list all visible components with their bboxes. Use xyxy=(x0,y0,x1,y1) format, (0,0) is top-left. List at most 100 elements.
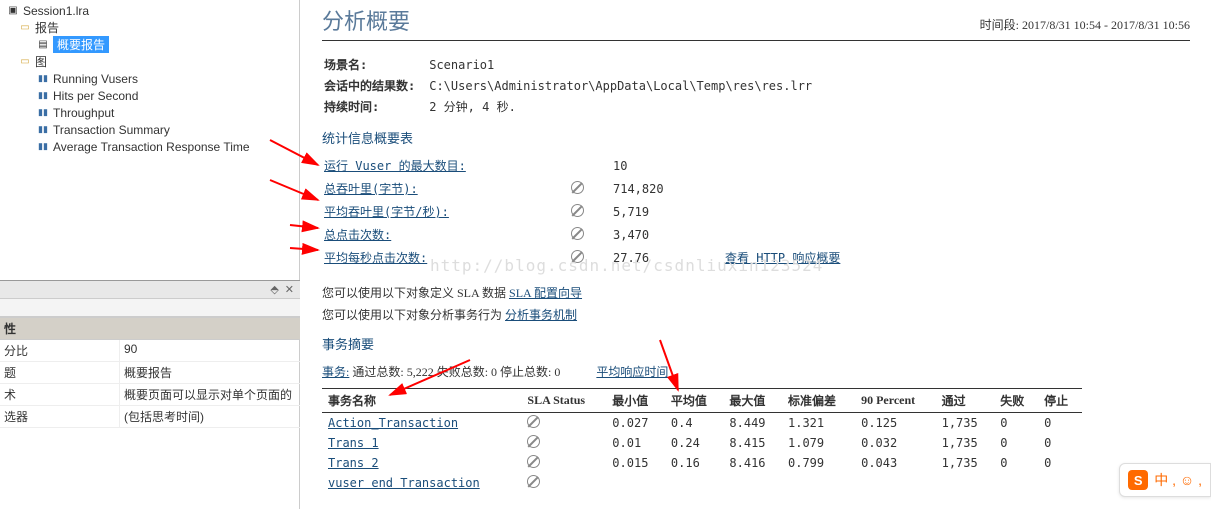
trans-link[interactable]: 事务: xyxy=(322,365,349,379)
tree-item-label: Transaction Summary xyxy=(53,123,170,137)
ime-text: 中 , ☺ , xyxy=(1154,470,1202,490)
tree-view: ▣ Session1.lra ▭ 报告 ▤ 概要报告 ▭ 图 ▮▮Running… xyxy=(0,0,299,155)
period-label: 时间段: xyxy=(980,18,1019,32)
sla-text: 您可以使用以下对象定义 SLA 数据 xyxy=(322,286,506,300)
disabled-icon xyxy=(527,435,540,448)
tree-session[interactable]: ▣ Session1.lra xyxy=(6,2,299,19)
disabled-icon xyxy=(527,475,540,488)
disabled-icon xyxy=(571,181,584,194)
th: SLA Status xyxy=(521,389,606,413)
th: 事务名称 xyxy=(322,389,521,413)
trans-name-link[interactable]: Trans 1 xyxy=(328,436,379,450)
prop-category: 性 xyxy=(0,318,300,340)
sla-section: 您可以使用以下对象定义 SLA 数据 SLA 配置向导 您可以使用以下对象分析事… xyxy=(322,282,1190,326)
left-panel: ▣ Session1.lra ▭ 报告 ▤ 概要报告 ▭ 图 ▮▮Running… xyxy=(0,0,300,509)
trans-name-link[interactable]: Action_Transaction xyxy=(328,416,458,430)
period-value: 2017/8/31 10:54 - 2017/8/31 10:56 xyxy=(1022,18,1190,32)
stat-value: 10 xyxy=(613,155,723,176)
stat-link[interactable]: 平均每秒点击次数: xyxy=(324,251,427,265)
prop-row[interactable]: 题概要报告 xyxy=(0,362,300,384)
tree-graphs[interactable]: ▭ 图 xyxy=(6,53,299,70)
trans-title: 事务摘要 xyxy=(322,334,1190,353)
prop-key: 选器 xyxy=(0,406,120,427)
prop-row[interactable]: 术概要页面可以显示对单个页面的 xyxy=(0,384,300,406)
tree-item[interactable]: ▮▮Transaction Summary xyxy=(6,121,299,138)
prop-row[interactable]: 选器(包括思考时间) xyxy=(0,406,300,428)
stats-title: 统计信息概要表 xyxy=(322,128,1190,147)
table-row: Action_Transaction 0.0270.48.4491.3210.1… xyxy=(322,413,1082,434)
transaction-table: 事务名称 SLA Status 最小值 平均值 最大值 标准偏差 90 Perc… xyxy=(322,388,1082,493)
meta-key: 会话中的结果数: xyxy=(324,76,427,95)
properties-grid: 性 分比90 题概要报告 术概要页面可以显示对单个页面的 选器(包括思考时间) xyxy=(0,317,300,428)
folder-icon: ▭ xyxy=(18,55,32,69)
prop-row[interactable]: 分比90 xyxy=(0,340,300,362)
meta-table: 场景名:Scenario1 会话中的结果数:C:\Users\Administr… xyxy=(322,53,814,118)
tree-item[interactable]: ▮▮Hits per Second xyxy=(6,87,299,104)
tree-item-label: Running Vusers xyxy=(53,72,138,86)
stop-label: 停止总数: xyxy=(500,365,551,379)
chart-icon: ▮▮ xyxy=(36,106,50,120)
stat-link[interactable]: 运行 Vuser 的最大数目: xyxy=(324,159,466,173)
table-row: Trans 2 0.0150.168.4160.7990.0431,73500 xyxy=(322,453,1082,473)
ime-logo-icon: S xyxy=(1128,470,1148,490)
tree-item-label: Hits per Second xyxy=(53,89,138,103)
stat-link[interactable]: 总吞叶里(字节): xyxy=(324,182,418,196)
tree-item[interactable]: ▮▮Throughput xyxy=(6,104,299,121)
sla-text: 您可以使用以下对象分析事务行为 xyxy=(322,308,502,322)
tree-graphs-label: 图 xyxy=(35,53,47,70)
stat-link[interactable]: 总点击次数: xyxy=(324,228,391,242)
properties-header: ⬘ ✕ xyxy=(0,281,300,299)
trans-name-link[interactable]: Trans 2 xyxy=(328,456,379,470)
disabled-icon xyxy=(571,227,584,240)
sla-config-link[interactable]: SLA 配置向导 xyxy=(509,286,582,300)
pass-label: 通过总数: xyxy=(352,365,403,379)
th: 标准偏差 xyxy=(782,389,855,413)
avg-response-link[interactable]: 平均响应时间 xyxy=(596,365,668,379)
tree-summary-label: 概要报告 xyxy=(53,36,109,53)
http-response-link[interactable]: 查看 HTTP 响应概要 xyxy=(725,251,840,265)
tree-summary-report[interactable]: ▤ 概要报告 xyxy=(6,36,299,53)
meta-val: C:\Users\Administrator\AppData\Local\Tem… xyxy=(429,76,812,95)
pass-val: 5,222 xyxy=(407,365,434,379)
th: 最大值 xyxy=(723,389,782,413)
tree-reports-label: 报告 xyxy=(35,19,59,36)
table-row: vuser end Transaction xyxy=(322,473,1082,493)
ime-badge[interactable]: S 中 , ☺ , xyxy=(1119,463,1211,497)
period: 时间段: 2017/8/31 10:54 - 2017/8/31 10:56 xyxy=(980,16,1190,33)
disabled-icon xyxy=(527,415,540,428)
analyze-trans-link[interactable]: 分析事务机制 xyxy=(505,308,577,322)
meta-key: 场景名: xyxy=(324,55,427,74)
meta-val: 2 分钟, 4 秒. xyxy=(429,97,812,116)
fail-val: 0 xyxy=(491,365,497,379)
prop-key: 分比 xyxy=(0,340,120,361)
tree-item[interactable]: ▮▮Average Transaction Response Time xyxy=(6,138,299,155)
prop-key: 题 xyxy=(0,362,120,383)
chart-icon: ▮▮ xyxy=(36,72,50,86)
th: 通过 xyxy=(936,389,995,413)
stat-value: 5,719 xyxy=(613,201,723,222)
title-row: 分析概要 时间段: 2017/8/31 10:54 - 2017/8/31 10… xyxy=(322,4,1190,41)
stat-link[interactable]: 平均吞叶里(字节/秒): xyxy=(324,205,449,219)
tree-reports[interactable]: ▭ 报告 xyxy=(6,19,299,36)
disabled-icon xyxy=(571,250,584,263)
tree-item[interactable]: ▮▮Running Vusers xyxy=(6,70,299,87)
stop-val: 0 xyxy=(554,365,560,379)
session-icon: ▣ xyxy=(6,4,20,18)
stats-table: 运行 Vuser 的最大数目: 10 总吞叶里(字节): 714,820 平均吞叶里… xyxy=(322,153,842,270)
close-icon[interactable]: ✕ xyxy=(285,283,294,296)
tree-item-label: Average Transaction Response Time xyxy=(53,140,250,154)
report-icon: ▤ xyxy=(36,38,50,52)
th: 平均值 xyxy=(665,389,723,413)
prop-value: 概要报告 xyxy=(120,362,300,383)
chart-icon: ▮▮ xyxy=(36,123,50,137)
th: 停止 xyxy=(1038,389,1082,413)
prop-value: (包括思考时间) xyxy=(120,406,300,427)
trans-name-link[interactable]: vuser end Transaction xyxy=(328,476,480,490)
prop-value: 概要页面可以显示对单个页面的 xyxy=(120,384,300,405)
properties-panel: ⬘ ✕ 性 分比90 题概要报告 术概要页面可以显示对单个页面的 选器(包括思考… xyxy=(0,280,300,428)
th: 最小值 xyxy=(606,389,665,413)
stat-value: 714,820 xyxy=(613,178,723,199)
pin-icon[interactable]: ⬘ xyxy=(270,283,278,296)
tree-session-label: Session1.lra xyxy=(23,4,89,18)
disabled-icon xyxy=(571,204,584,217)
